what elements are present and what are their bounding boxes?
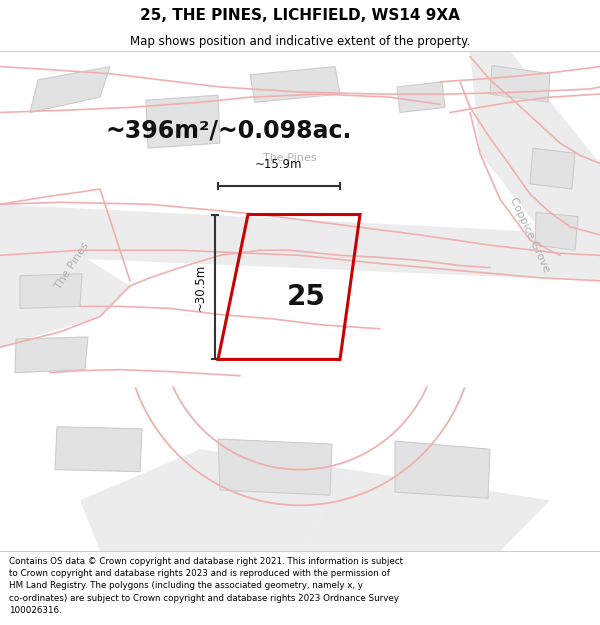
- Polygon shape: [146, 95, 220, 148]
- Polygon shape: [530, 148, 575, 189]
- Text: ~396m²/~0.098ac.: ~396m²/~0.098ac.: [105, 119, 352, 143]
- Polygon shape: [490, 66, 550, 102]
- Polygon shape: [55, 427, 142, 472]
- Text: 25: 25: [287, 283, 326, 311]
- Polygon shape: [80, 449, 350, 551]
- Text: ~30.5m: ~30.5m: [194, 263, 207, 311]
- Polygon shape: [15, 337, 88, 372]
- Text: ~15.9m: ~15.9m: [255, 158, 303, 171]
- Text: The Pines: The Pines: [53, 241, 91, 291]
- Polygon shape: [300, 469, 550, 551]
- Polygon shape: [30, 66, 110, 112]
- Text: Contains OS data © Crown copyright and database right 2021. This information is : Contains OS data © Crown copyright and d…: [9, 557, 403, 615]
- Polygon shape: [0, 204, 600, 281]
- Polygon shape: [20, 274, 82, 308]
- Polygon shape: [218, 439, 332, 495]
- Polygon shape: [0, 204, 130, 347]
- Text: The Pines: The Pines: [263, 153, 317, 163]
- Polygon shape: [250, 66, 340, 102]
- Polygon shape: [395, 441, 490, 498]
- Polygon shape: [397, 82, 445, 112]
- Text: Coppice Grove: Coppice Grove: [508, 196, 552, 274]
- Text: Map shows position and indicative extent of the property.: Map shows position and indicative extent…: [130, 34, 470, 48]
- Polygon shape: [470, 51, 600, 256]
- Polygon shape: [535, 213, 578, 250]
- Text: 25, THE PINES, LICHFIELD, WS14 9XA: 25, THE PINES, LICHFIELD, WS14 9XA: [140, 8, 460, 23]
